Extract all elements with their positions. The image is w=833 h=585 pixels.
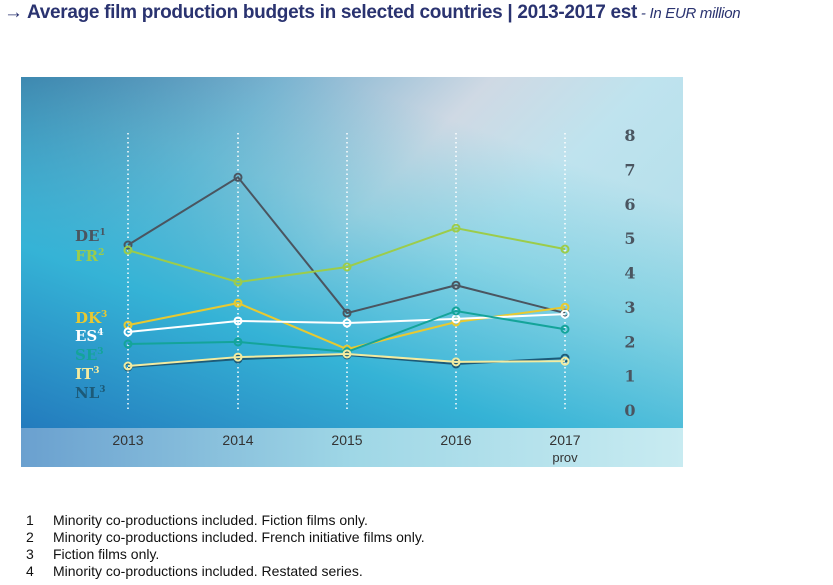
data-point-DE: [451, 280, 461, 290]
data-point-ES: [560, 309, 570, 319]
y-tick-label: 8: [624, 126, 635, 145]
y-tick-label: 4: [624, 264, 635, 283]
data-point-SE: [451, 306, 461, 316]
x-tick-label: 2014: [222, 432, 253, 448]
data-point-FR: [451, 223, 461, 233]
x-tick-sublabel: prov: [552, 450, 578, 465]
data-point-SE: [233, 337, 243, 347]
data-point-ES: [233, 316, 243, 326]
y-tick-label: 2: [624, 332, 635, 351]
chart-panel: [21, 77, 683, 467]
data-point-FR: [342, 262, 352, 272]
data-point-IT: [123, 361, 133, 371]
data-point-DE: [123, 240, 133, 250]
data-point-SE: [123, 339, 133, 349]
footnote: 3 Fiction films only.: [26, 546, 160, 562]
series-line-FR: [127, 227, 566, 284]
legend-label-ES: ES4: [75, 327, 104, 345]
footnote: 2 Minority co-productions included. Frenc…: [26, 529, 425, 545]
data-point-ES: [123, 327, 133, 337]
x-tick-label: 2017: [549, 432, 580, 448]
data-point-DK: [233, 298, 243, 308]
data-point-DE: [233, 172, 243, 182]
y-tick-label: 1: [624, 367, 635, 386]
legend-label-FR: FR2: [75, 247, 104, 265]
data-point-SE: [560, 324, 570, 334]
data-point-DE: [342, 308, 352, 318]
x-tick-label: 2016: [440, 432, 471, 448]
series-line-DE: [127, 175, 566, 315]
data-point-IT: [233, 352, 243, 362]
legend-label-DE: DE1: [75, 227, 106, 245]
data-point-FR: [560, 244, 570, 254]
legend-label-NL: NL3: [75, 384, 106, 402]
y-tick-label: 5: [624, 229, 635, 248]
data-point-IT: [342, 349, 352, 359]
y-tick-label: 3: [624, 298, 635, 317]
footnote: 1 Minority co-productions included. Ficti…: [26, 512, 368, 528]
data-point-IT: [451, 357, 461, 367]
x-tick-label: 2013: [112, 432, 143, 448]
y-tick-label: 7: [624, 160, 635, 179]
legend-label-SE: SE3: [75, 346, 104, 364]
data-point-IT: [560, 356, 570, 366]
data-point-ES: [342, 318, 352, 328]
chart-title: → Average film production budgets in sel…: [4, 2, 741, 24]
legend-label-IT: IT3: [75, 365, 99, 383]
y-tick-label: 0: [624, 401, 635, 420]
footnote: 4 Minority co-productions included. Resta…: [26, 563, 363, 579]
y-tick-label: 6: [624, 195, 635, 214]
title-main: → Average film production budgets in sel…: [4, 2, 638, 23]
legend-label-DK: DK3: [75, 309, 107, 327]
x-tick-label: 2015: [331, 432, 362, 448]
series-line-IT: [127, 352, 566, 367]
data-point-FR: [123, 245, 133, 255]
title-unit: - In EUR million: [637, 5, 741, 22]
x-axis-band: [21, 428, 683, 467]
footnotes: 1 Minority co-productions included. Ficti…: [26, 512, 425, 580]
data-point-FR: [233, 277, 243, 287]
